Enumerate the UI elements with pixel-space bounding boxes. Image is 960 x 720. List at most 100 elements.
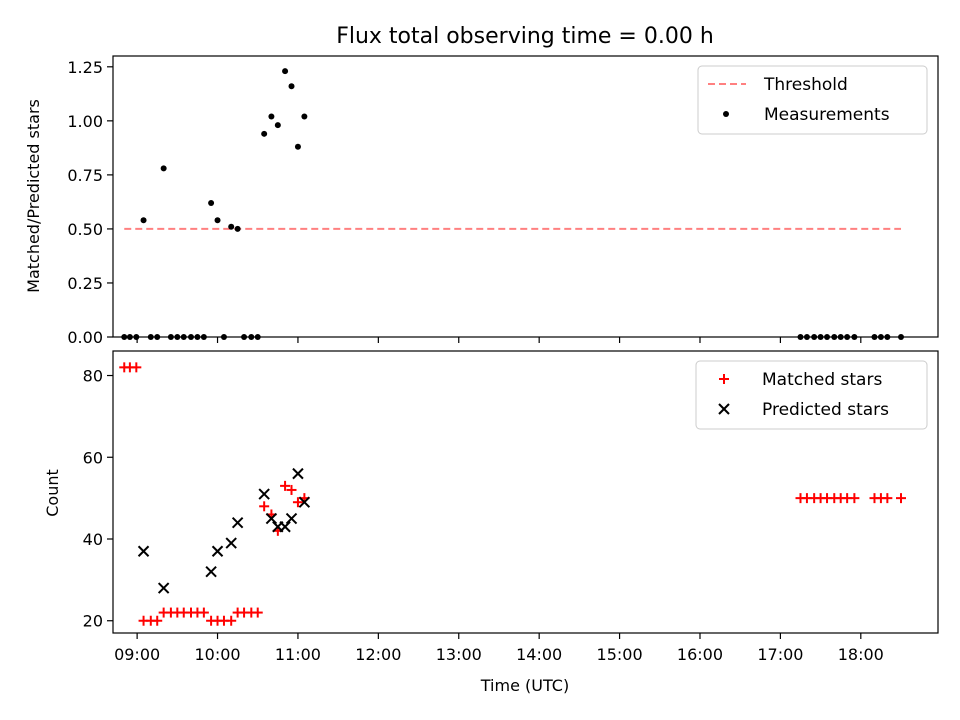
matched-star-point: [198, 607, 209, 618]
matched-star-point: [286, 484, 297, 495]
legend-box: [697, 65, 928, 135]
measurement-point: [811, 334, 818, 340]
y-tick-label: 40: [83, 530, 103, 549]
bottom-y-axis-label: Count: [43, 469, 62, 517]
legend-label: Matched stars: [762, 370, 882, 390]
cross-b: [258, 488, 270, 500]
y-tick-label: 0.25: [67, 274, 103, 293]
measurement-point: [871, 334, 878, 340]
measurement-point: [180, 334, 187, 340]
x-tick-label: 14:00: [516, 645, 562, 664]
matched-star-point: [896, 493, 907, 504]
measurement-point: [898, 334, 905, 340]
measurement-point: [831, 334, 838, 340]
chart-title: Flux total observing time = 0.00 h: [336, 24, 714, 49]
measurement-point: [167, 334, 174, 340]
bottom-plot: 09:00 10:00 11:00 12:00 13:00 14:00 15:00 16:00…: [83, 350, 939, 664]
measurement-point: [837, 334, 844, 340]
x-tick-label: 16:00: [677, 645, 723, 664]
measurement-point: [288, 83, 295, 90]
predicted-star-point: [231, 516, 244, 529]
measurement-point: [274, 122, 281, 129]
y-tick-label: 0.50: [67, 220, 103, 239]
matched-star-point: [882, 493, 893, 504]
predicted-star-point: [258, 488, 270, 500]
cross-b: [279, 521, 291, 533]
measurement-point: [817, 334, 824, 340]
matched-star-point: [152, 615, 163, 626]
cross-b: [285, 512, 298, 525]
cross-b: [292, 467, 304, 480]
cross-b: [211, 545, 224, 557]
predicted-star-point: [298, 496, 311, 508]
measurement-point: [220, 334, 227, 340]
legend-label: Threshold: [763, 75, 848, 95]
predicted-star-point: [157, 582, 170, 594]
predicted-star-point: [285, 512, 298, 525]
cross-b: [231, 516, 244, 529]
measurement-point: [194, 334, 201, 340]
measurement-point: [234, 225, 241, 232]
x-tick-label: 13:00: [436, 645, 482, 664]
cross-b: [157, 582, 170, 594]
cross-b: [265, 512, 278, 525]
matched-star-point: [259, 501, 270, 512]
x-tick-label: 15:00: [597, 645, 643, 664]
x-tick-label: 12:00: [355, 645, 401, 664]
cross-b: [298, 496, 311, 508]
matched-star-point: [280, 480, 291, 491]
x-tick-label: 11:00: [275, 645, 321, 664]
y-tick-label: 1.25: [67, 58, 103, 77]
top-y-axis-label: Matched/Predicted stars: [24, 99, 43, 293]
measurement-point: [241, 334, 248, 340]
top-plot: 0.00 0.25 0.50 0.75 1.00 1.25 Threshold Measure…: [67, 55, 939, 347]
predicted-star-point: [225, 537, 237, 549]
measurement-point: [121, 334, 128, 340]
predicted-star-point: [137, 545, 150, 557]
measurement-point: [254, 334, 261, 340]
y-tick-label: 80: [83, 367, 103, 386]
measurement-point: [851, 334, 858, 340]
cross-b: [205, 565, 217, 578]
measurement-point: [187, 334, 194, 340]
cross-b: [137, 545, 150, 557]
legend-label: Predicted stars: [762, 400, 889, 420]
measurement-point: [282, 68, 289, 75]
measurement-point: [294, 143, 301, 150]
measurement-point: [160, 165, 167, 172]
plot-frame: [112, 350, 939, 634]
measurement-point: [844, 334, 851, 340]
measurement-point: [214, 217, 221, 224]
measurement-point: [803, 334, 810, 340]
measurement-point: [877, 334, 884, 340]
predicted-star-point: [211, 545, 224, 557]
predicted-star-point: [292, 467, 304, 480]
measurement-point: [126, 334, 133, 340]
x-tick-label: 10:00: [194, 645, 240, 664]
y-tick-label: 0.75: [67, 166, 103, 185]
measurement-point: [261, 130, 268, 137]
measurement-point: [133, 334, 140, 340]
legend-label: Measurements: [764, 105, 890, 125]
measurement-point: [174, 334, 181, 340]
predicted-star-point: [265, 512, 278, 525]
measurement-point: [200, 334, 207, 340]
measurement-point: [154, 334, 161, 340]
x-tick-label: 17:00: [757, 645, 803, 664]
legend-cross-swatch: [718, 403, 730, 415]
legend: Matched stars Predicted stars: [695, 360, 928, 430]
cross-b: [225, 537, 237, 549]
x-tick-label: 18:00: [838, 645, 884, 664]
legend-box: [695, 360, 928, 430]
measurement-point: [824, 334, 831, 340]
matched-star-point: [849, 493, 860, 504]
y-tick-label: 1.00: [67, 112, 103, 131]
measurement-point: [884, 334, 891, 340]
predicted-star-point: [279, 521, 291, 533]
measurement-point: [140, 217, 147, 224]
plot-frame: [112, 55, 939, 338]
predicted-star-point: [205, 565, 217, 578]
measurement-point: [147, 334, 154, 340]
measurement-point: [208, 199, 215, 206]
